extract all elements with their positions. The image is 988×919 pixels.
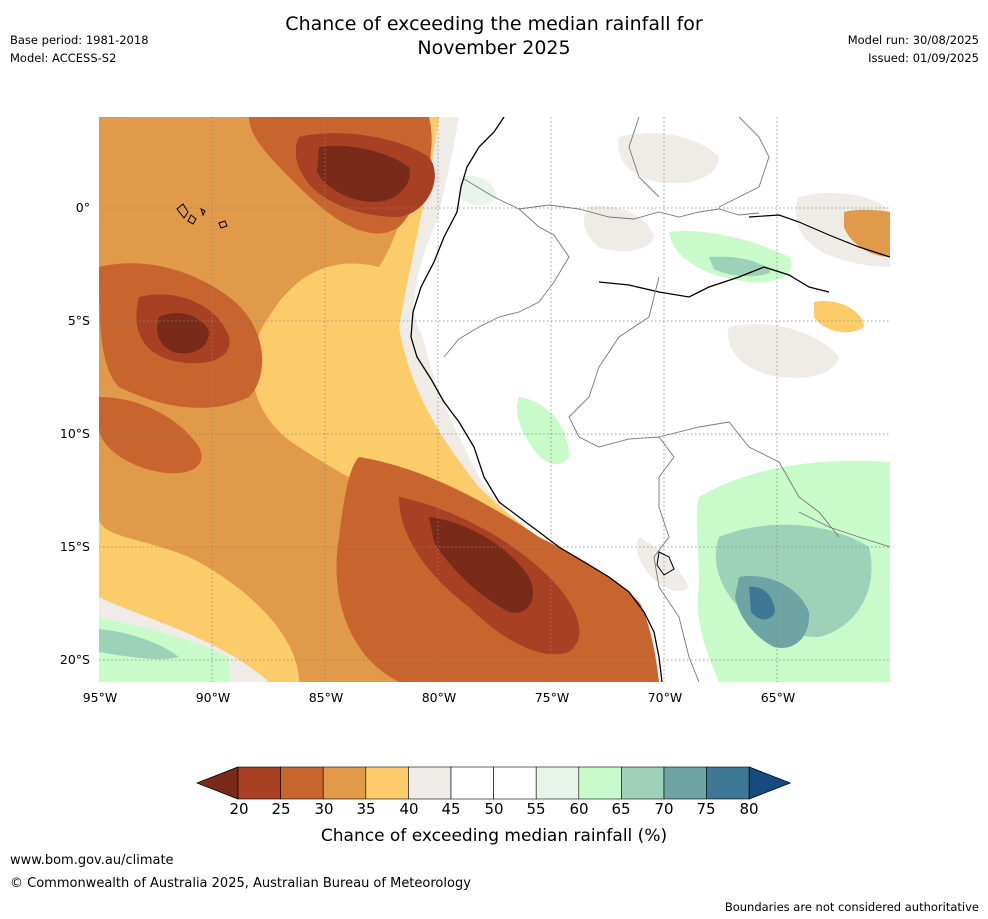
colorbar-tick-60: 60	[569, 800, 589, 818]
colorbar-segment	[237, 766, 281, 800]
land-neutral-patch-north	[618, 133, 719, 184]
colorbar-extend-low	[196, 766, 239, 800]
colorbar-tick-25: 25	[271, 800, 291, 818]
ocean-below-20-field	[317, 145, 410, 202]
colorbar	[196, 766, 792, 800]
colorbar-segment	[493, 766, 537, 800]
land-30-35-patch-northeast	[844, 209, 890, 257]
lat-label-20s: 20°S	[59, 652, 90, 667]
footer-disclaimer: Boundaries are not considered authoritat…	[724, 900, 979, 914]
colorbar-tick-75: 75	[696, 800, 716, 818]
colorbar-tick-30: 30	[314, 800, 334, 818]
colorbar-tick-55: 55	[526, 800, 546, 818]
title-line-2: November 2025	[417, 37, 571, 59]
land-75-80-region	[749, 586, 775, 620]
colorbar-segment	[280, 766, 324, 800]
lon-label-85w: 85°W	[308, 690, 344, 705]
title-line-1: Chance of exceeding the median rainfall …	[285, 13, 703, 35]
amazon-estuary	[748, 214, 890, 258]
lon-label-75w: 75°W	[534, 690, 570, 705]
ocean-green-patch-core	[99, 629, 179, 660]
galapagos-islands	[176, 203, 228, 229]
lat-label-5s: 5°S	[67, 313, 90, 328]
colorbar-segment	[450, 766, 494, 800]
lon-label-70w: 70°W	[647, 690, 683, 705]
colorbar-segment	[663, 766, 707, 800]
colorbar-segment	[535, 766, 580, 800]
colorbar-tick-20: 20	[229, 800, 249, 818]
amazon-river	[598, 266, 830, 298]
colorbar-extend-high	[748, 766, 792, 800]
land-green-patch-amazon-core	[709, 256, 771, 277]
colorbar-tick-80: 80	[739, 800, 759, 818]
rainfall-map	[99, 117, 890, 682]
colorbar-segment	[706, 766, 750, 800]
ocean-below-20-field-south	[429, 517, 533, 613]
land-green-patch-peru	[517, 397, 569, 465]
colorbar-segment	[621, 766, 665, 800]
model-run: Model run: 30/08/2025	[847, 33, 979, 47]
lon-label-95w: 95°W	[82, 690, 118, 705]
lat-label-15s: 15°S	[59, 539, 90, 554]
colorbar-tick-45: 45	[441, 800, 461, 818]
colorbar-tick-35: 35	[356, 800, 376, 818]
lake-titicaca	[656, 551, 675, 576]
lat-label-10s: 10°S	[59, 426, 90, 441]
colorbar-segment	[408, 766, 452, 800]
colorbar-segment	[365, 766, 409, 800]
map-title: Chance of exceeding the median rainfall …	[0, 12, 988, 60]
colorbar-tick-40: 40	[399, 800, 419, 818]
land-35-40-patch-east	[814, 301, 864, 333]
lat-label-0: 0°	[75, 200, 90, 215]
ocean-below-20-field-west	[157, 312, 209, 354]
footer-copyright: © Commonwealth of Australia 2025, Austra…	[10, 876, 471, 891]
land-neutral-patch-east	[728, 323, 839, 378]
lon-label-65w: 65°W	[760, 690, 796, 705]
colorbar-tick-50: 50	[484, 800, 504, 818]
colorbar-segment	[322, 766, 367, 800]
land-neutral-patch-amazon	[583, 206, 654, 252]
colorbar-tick-70: 70	[654, 800, 674, 818]
colorbar-tick-65: 65	[611, 800, 631, 818]
country-borders	[443, 117, 890, 682]
lon-label-80w: 80°W	[421, 690, 457, 705]
ocean-30-35-field	[99, 117, 659, 682]
base-period: Base period: 1981-2018	[10, 33, 149, 47]
colorbar-segment	[578, 766, 622, 800]
land-light-green-patch	[459, 175, 497, 206]
issued-date: Issued: 01/09/2025	[868, 51, 979, 65]
footer-url[interactable]: www.bom.gov.au/climate	[10, 853, 174, 868]
colorbar-label: Chance of exceeding median rainfall (%)	[320, 826, 668, 846]
land-neutral-patch-chile	[636, 537, 689, 592]
coastline	[410, 117, 663, 682]
model-name: Model: ACCESS-S2	[10, 51, 117, 65]
ocean-25-30-field-mid	[99, 397, 202, 474]
lon-label-90w: 90°W	[195, 690, 231, 705]
